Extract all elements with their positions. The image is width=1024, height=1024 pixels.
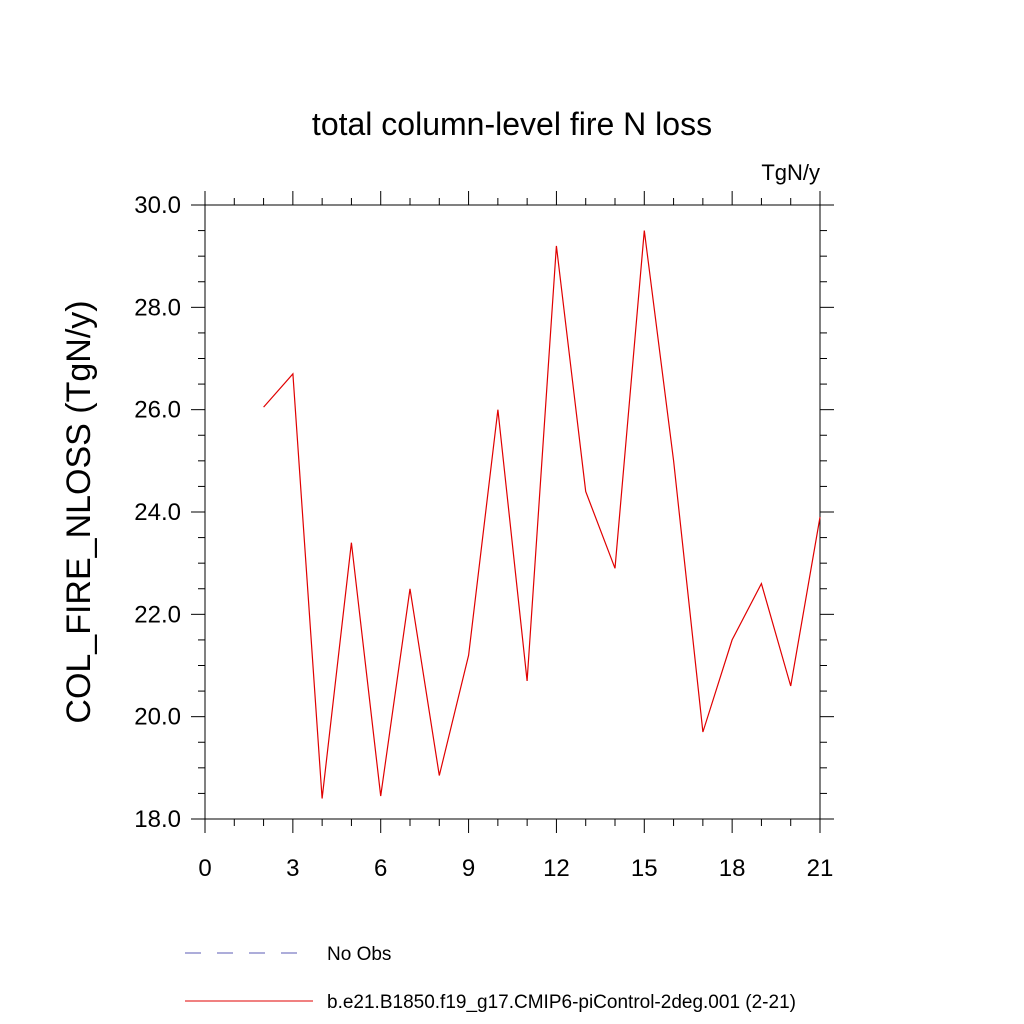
axis-ticks: [191, 191, 834, 833]
series-line: [263, 230, 821, 799]
plot-frame: [204, 204, 821, 820]
legend-label: No Obs: [327, 944, 391, 965]
y-tick-label: 24.0: [134, 499, 181, 526]
legend: No Obs b.e21.B1850.f19_g17.CMIP6-piContro…: [185, 944, 796, 1013]
units-label: TgN/y: [761, 160, 820, 185]
chart-title: total column-level fire N loss: [312, 106, 712, 142]
axis-tick-labels: 0 3 6 9 12 15 18 21 18.0 20.0 22.0 24.0 26.0 28.0 30.0: [134, 192, 833, 882]
x-tick-label: 15: [631, 855, 658, 882]
y-tick-label: 28.0: [134, 294, 181, 321]
y-tick-label: 30.0: [134, 192, 181, 219]
x-tick-label: 21: [807, 855, 834, 882]
y-tick-label: 18.0: [134, 806, 181, 833]
x-tick-label: 18: [719, 855, 746, 882]
y-axis-label: COL_FIRE_NLOSS (TgN/y): [60, 300, 98, 723]
x-tick-label: 0: [198, 855, 211, 882]
x-tick-label: 6: [374, 855, 387, 882]
x-tick-label: 9: [462, 855, 475, 882]
y-tick-label: 26.0: [134, 397, 181, 424]
y-tick-label: 22.0: [134, 601, 181, 628]
x-tick-label: 3: [286, 855, 299, 882]
x-tick-label: 12: [543, 855, 570, 882]
series-layer: [263, 230, 821, 799]
legend-label: b.e21.B1850.f19_g17.CMIP6-piControl-2deg…: [327, 992, 796, 1013]
y-tick-label: 20.0: [134, 704, 181, 731]
